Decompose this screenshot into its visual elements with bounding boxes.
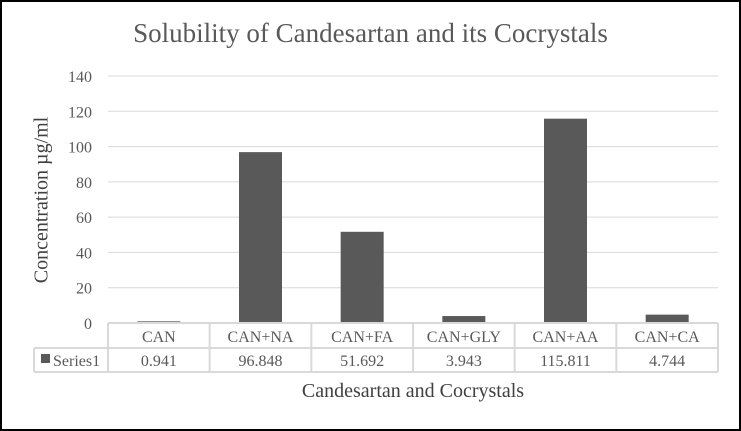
data-value-label: 0.941: [141, 353, 177, 370]
category-label: CAN+FA: [331, 329, 394, 346]
category-label: CAN+GLY: [427, 329, 502, 346]
y-tick-label: 80: [76, 175, 92, 192]
category-label: CAN+CA: [635, 329, 700, 346]
bar: [442, 316, 486, 323]
bar: [340, 231, 384, 323]
category-label: CAN+AA: [533, 329, 599, 346]
data-value-label: 51.692: [340, 353, 384, 370]
y-tick-label: 0: [84, 316, 92, 333]
y-tick-label: 140: [68, 69, 92, 86]
legend-key-swatch: [41, 354, 50, 363]
data-value-label: 4.744: [649, 353, 685, 370]
bar: [544, 118, 587, 324]
data-value-label: 3.943: [446, 353, 482, 370]
bar: [645, 314, 689, 323]
category-label: CAN: [142, 329, 176, 346]
y-tick-label: 120: [68, 104, 92, 121]
data-value-label: 115.811: [540, 353, 591, 370]
bar: [239, 152, 282, 323]
y-tick-label: 40: [76, 245, 92, 262]
x-axis-label: Candesartan and Cocrystals: [301, 380, 525, 402]
y-tick-label: 60: [76, 210, 92, 227]
legend-series-name: Series1: [53, 353, 100, 370]
y-tick-label: 100: [68, 140, 92, 157]
category-label: CAN+NA: [228, 329, 294, 346]
y-tick-label: 20: [76, 281, 92, 298]
data-value-label: 96.848: [239, 353, 283, 370]
chart-title: Solubility of Candesartan and its Cocrys…: [133, 18, 608, 48]
